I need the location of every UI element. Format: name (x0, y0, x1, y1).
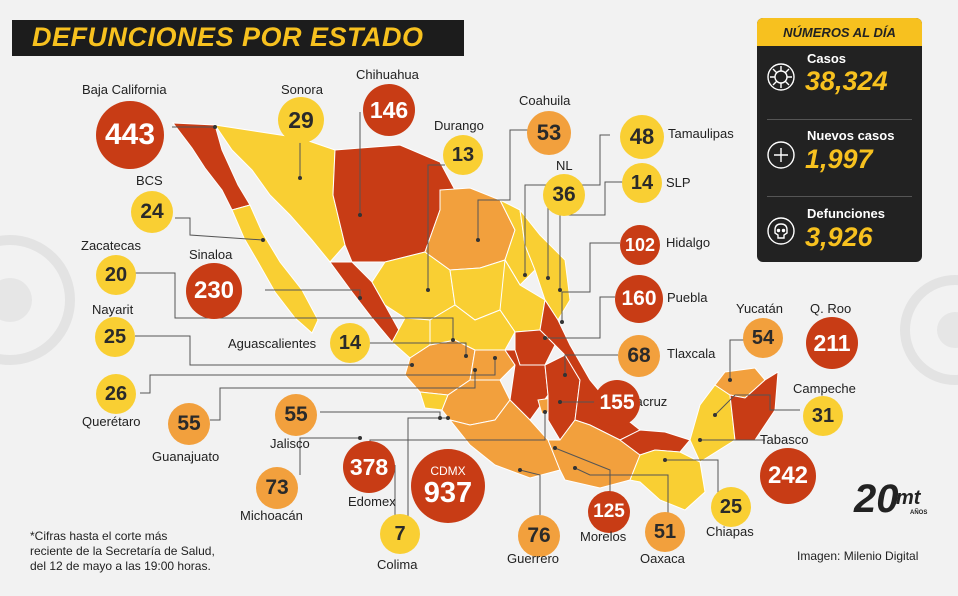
state-label-bcs: BCS (136, 173, 163, 188)
region-sonora (213, 124, 346, 263)
state-bubble-colima: 7 (380, 514, 420, 554)
state-bubble-puebla: 160 (615, 275, 663, 323)
state-label-q-roo: Q. Roo (810, 301, 852, 316)
state-label-hidalgo: Hidalgo (666, 235, 711, 250)
state-label-guerrero: Guerrero (507, 551, 560, 566)
deaths-value: 3,926 (805, 222, 873, 252)
panel-divider (767, 196, 912, 197)
state-bubble-durango: 13 (443, 135, 483, 175)
state-label-zacatecas: Zacatecas (81, 238, 141, 253)
skull-icon (767, 217, 795, 245)
deaths-label: Defunciones (807, 206, 886, 221)
state-bubble-q-roo: 211 (806, 317, 858, 369)
state-bubble-veracruz: 155 (594, 380, 640, 426)
state-label-queretaro: Querétaro (82, 414, 141, 429)
state-bubble-nayarit: 25 (95, 317, 135, 357)
state-label-slp: SLP (666, 175, 691, 190)
state-bubble-tlaxcala: 68 (618, 335, 660, 377)
state-label-tamaulipas: Tamaulipas (668, 126, 734, 141)
state-label-aguascalientes: Aguascalientes (228, 336, 317, 351)
virus-icon (767, 63, 795, 91)
state-label-jalisco: Jalisco (270, 436, 310, 451)
state-bubble-jalisco: 55 (275, 394, 317, 436)
state-label-tlaxcala: Tlaxcala (667, 346, 716, 361)
footnote-line: reciente de la Secretaría de Salud, (30, 544, 215, 558)
state-bubble-nl: 36 (543, 174, 585, 216)
state-bubble-michoacan: 73 (256, 467, 298, 509)
image-credit: Imagen: Milenio Digital (797, 549, 919, 563)
state-bubble-queretaro: 26 (96, 374, 136, 414)
state-label-coahuila: Coahuila (519, 93, 571, 108)
new-cases-label: Nuevos casos (807, 128, 895, 143)
state-label-durango: Durango (434, 118, 484, 133)
plus-circle-icon (767, 141, 795, 169)
cases-value: 38,324 (805, 66, 888, 96)
footnote-line: *Cifras hasta el corte más (30, 529, 168, 543)
state-label-nayarit: Nayarit (92, 302, 134, 317)
footnote-line: del 12 de mayo a las 19:00 horas. (30, 559, 211, 573)
state-label-colima: Colima (377, 557, 418, 572)
cdmx-value: 937 (423, 476, 473, 509)
state-bubble-coahuila: 53 (527, 111, 571, 155)
state-bubble-cdmx: CDMX 937 (411, 449, 485, 523)
state-bubble-guerrero: 76 (518, 515, 560, 557)
state-label-nl: NL (556, 158, 573, 173)
state-label-chiapas: Chiapas (706, 524, 754, 539)
state-bubble-aguascalientes: 14 (330, 323, 370, 363)
state-bubble-yucatan: 54 (743, 318, 783, 358)
state-label-sinaloa: Sinaloa (189, 247, 233, 262)
state-bubble-guanajuato: 55 (168, 403, 210, 445)
logo-number: 20 (853, 477, 899, 521)
state-label-yucatan: Yucatán (736, 301, 783, 316)
state-bubble-edomex: 378 (343, 441, 395, 493)
panel-heading: NÚMEROS AL DÍA (757, 18, 922, 46)
footnote: *Cifras hasta el corte más reciente de l… (30, 529, 215, 574)
state-bubble-oaxaca: 51 (645, 512, 685, 552)
new-cases-value: 1,997 (805, 144, 873, 174)
state-bubble-tabasco: 242 (760, 448, 816, 504)
cases-label: Casos (807, 51, 847, 66)
region-bcs (231, 204, 319, 334)
state-label-tabasco: Tabasco (760, 432, 809, 447)
state-label-michoacan: Michoacán (240, 508, 303, 523)
state-bubble-zacatecas: 20 (96, 255, 136, 295)
state-bubble-chiapas: 25 (711, 487, 751, 527)
state-label-baja-california: Baja California (82, 82, 167, 97)
state-bubble-chihuahua: 146 (363, 84, 415, 136)
state-label-morelos: Morelos (580, 529, 627, 544)
state-bubble-sinaloa: 230 (186, 263, 242, 319)
page-title: DEFUNCIONES POR ESTADO (32, 22, 424, 52)
state-label-puebla: Puebla (667, 290, 708, 305)
cdmx-label: CDMX (430, 463, 466, 478)
state-bubble-tamaulipas: 48 (620, 115, 664, 159)
panel-divider (767, 119, 912, 120)
state-bubble-sonora: 29 (278, 97, 324, 143)
state-label-chihuahua: Chihuahua (356, 67, 419, 82)
state-bubble-campeche: 31 (803, 396, 843, 436)
daily-numbers-panel: NÚMEROS AL DÍA Casos 38,324 Nuevos casos… (757, 18, 922, 262)
state-label-sonora: Sonora (281, 82, 323, 97)
milenio-20-anos-logo: 20 mt AÑOS (853, 477, 927, 521)
state-label-oaxaca: Oaxaca (640, 551, 685, 566)
logo-brand: mt (896, 487, 922, 509)
state-bubble-slp: 14 (622, 163, 662, 203)
title-bar: DEFUNCIONES POR ESTADO (12, 20, 464, 56)
state-label-guanajuato: Guanajuato (152, 449, 220, 464)
state-label-campeche: Campeche (793, 381, 856, 396)
state-bubble-baja-california: 443 (96, 101, 164, 169)
state-bubble-morelos: 125 (588, 491, 630, 533)
logo-sub: AÑOS (910, 509, 927, 516)
state-label-edomex: Edomex (348, 494, 396, 509)
state-bubble-bcs: 24 (131, 191, 173, 233)
state-bubble-hidalgo: 102 (620, 225, 660, 265)
